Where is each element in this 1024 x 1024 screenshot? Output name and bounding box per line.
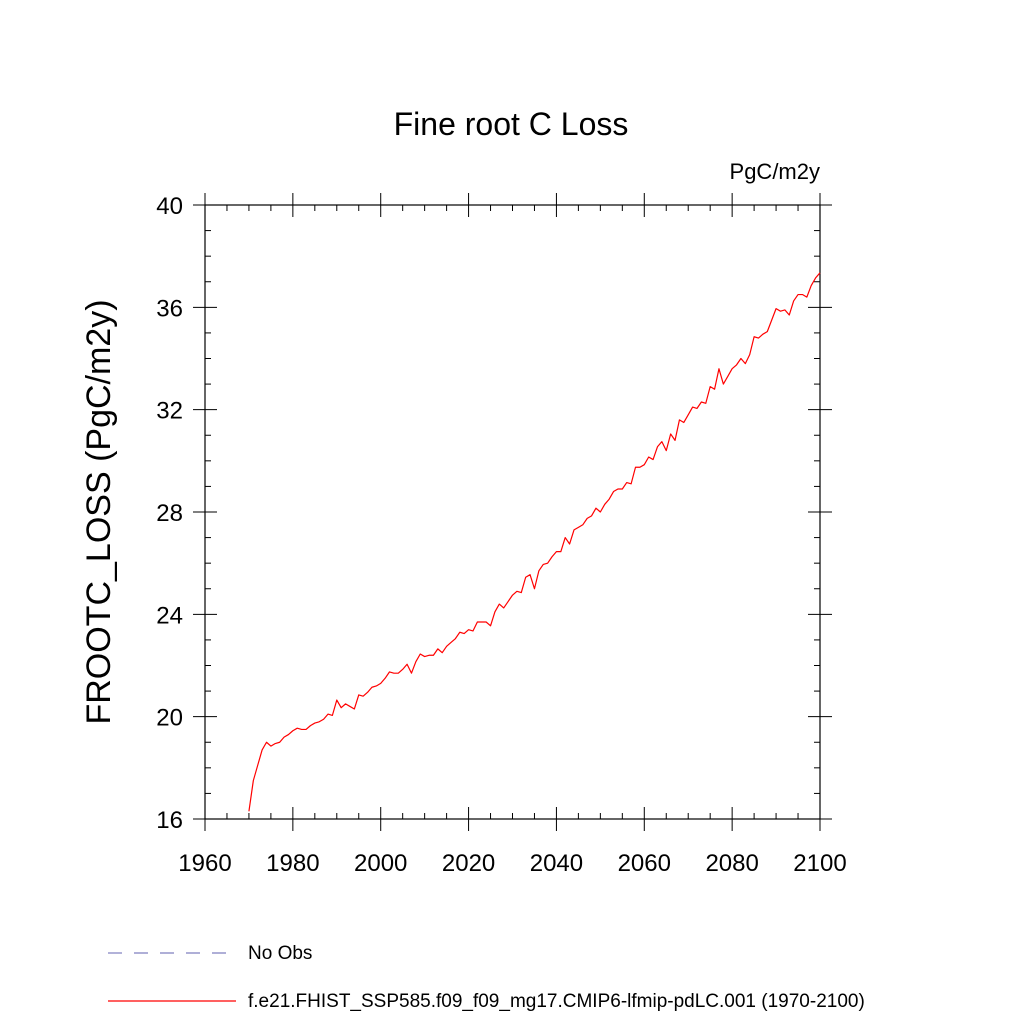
y-axis-tick-labels: 16 20 24 28 32 36 40 xyxy=(156,193,183,834)
legend-label-no-obs: No Obs xyxy=(248,943,312,964)
x-tick-label: 2040 xyxy=(530,850,583,877)
plot-frame xyxy=(204,204,821,820)
y-axis-label: FROOTC_LOSS (PgC/m2y) xyxy=(80,299,118,724)
x-tick-label: 2100 xyxy=(793,850,846,877)
y-tick-label: 16 xyxy=(156,807,183,834)
series-lines xyxy=(248,272,821,812)
x-tick-label: 2080 xyxy=(705,850,758,877)
y-tick-label: 32 xyxy=(156,398,183,425)
legend: No Obs f.e21.FHIST_SSP585.f09_f09_mg17.C… xyxy=(108,943,865,1012)
y-axis-ticks xyxy=(193,204,832,820)
x-tick-label: 2020 xyxy=(442,850,495,877)
y-tick-label: 20 xyxy=(156,705,183,732)
y-tick-label: 28 xyxy=(156,500,183,527)
y-tick-label: 36 xyxy=(156,295,183,322)
x-tick-label: 2000 xyxy=(354,850,407,877)
y-tick-label: 24 xyxy=(156,602,183,629)
x-tick-label: 2060 xyxy=(618,850,671,877)
x-axis-tick-labels: 1960 1980 2000 2020 2040 2060 2080 2100 xyxy=(178,850,846,877)
x-tick-label: 1960 xyxy=(178,850,231,877)
legend-label-model-run: f.e21.FHIST_SSP585.f09_f09_mg17.CMIP6-lf… xyxy=(248,991,865,1012)
x-tick-label: 1980 xyxy=(266,850,319,877)
series-line-0 xyxy=(248,272,821,812)
units-label: PgC/m2y xyxy=(730,159,820,184)
x-axis-ticks xyxy=(204,193,821,831)
chart-title: Fine root C Loss xyxy=(394,106,629,142)
y-tick-label: 40 xyxy=(156,193,183,220)
